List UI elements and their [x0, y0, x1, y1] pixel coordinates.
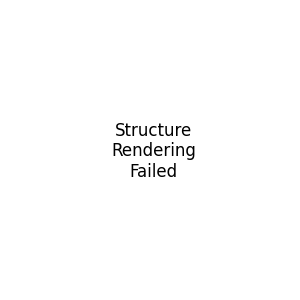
Text: Structure
Rendering
Failed: Structure Rendering Failed [111, 122, 196, 181]
